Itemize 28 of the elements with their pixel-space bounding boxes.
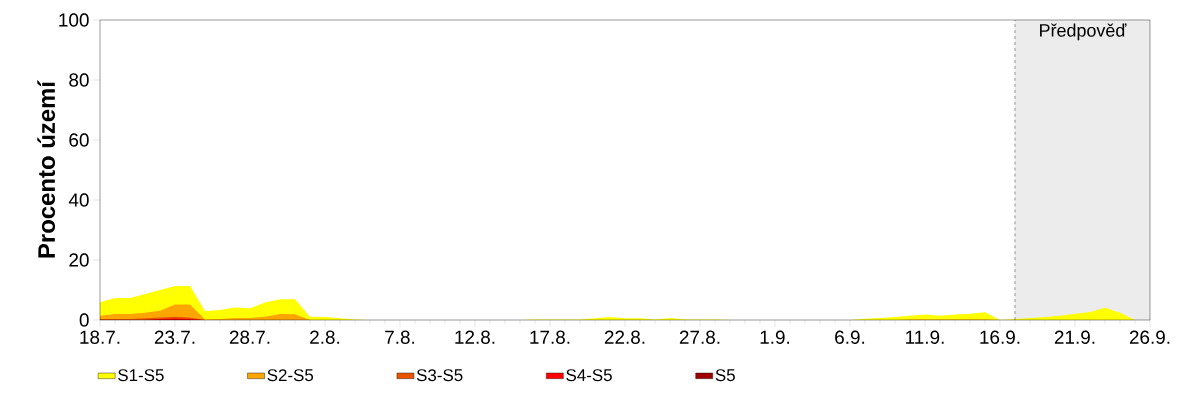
x-tick-label: 21.9. xyxy=(1054,330,1095,344)
x-tick-label: 26.9. xyxy=(1129,330,1170,344)
legend-label: S3-S5 xyxy=(416,369,463,382)
legend-label: S1-S5 xyxy=(118,369,164,382)
y-tick-label: 80 xyxy=(69,73,89,87)
y-tick-label: 20 xyxy=(69,253,89,267)
y-axis-title: Procento území xyxy=(37,80,56,258)
band-label: Předpověď xyxy=(1040,23,1127,41)
x-tick-label: 2.8. xyxy=(310,330,340,344)
x-tick-label: 22.8. xyxy=(604,330,645,344)
legend-label: S2-S5 xyxy=(267,369,314,382)
x-tick-label: 17.8. xyxy=(530,330,570,344)
y-tick-label: 40 xyxy=(68,193,89,207)
y-tick-label: 100 xyxy=(59,13,89,27)
x-tick-label: 1.9. xyxy=(760,330,790,344)
x-tick-label: 11.9. xyxy=(906,330,944,344)
y-tick-label: 60 xyxy=(69,133,89,147)
x-tick-label: 12.8. xyxy=(455,330,495,344)
legend-label: S5 xyxy=(715,369,735,382)
x-tick-label: 27.8. xyxy=(679,330,720,344)
x-tick-label: 6.9. xyxy=(835,330,865,344)
x-tick-label: 23.7. xyxy=(154,330,195,344)
y-tick-label: 0 xyxy=(79,313,89,327)
x-tick-label: 16.9. xyxy=(980,330,1020,344)
x-tick-label: 28.7. xyxy=(229,330,270,344)
x-tick-label: 7.8. xyxy=(385,330,415,344)
x-tick-label: 18.7. xyxy=(80,330,120,344)
legend-label: S4-S5 xyxy=(566,369,612,382)
